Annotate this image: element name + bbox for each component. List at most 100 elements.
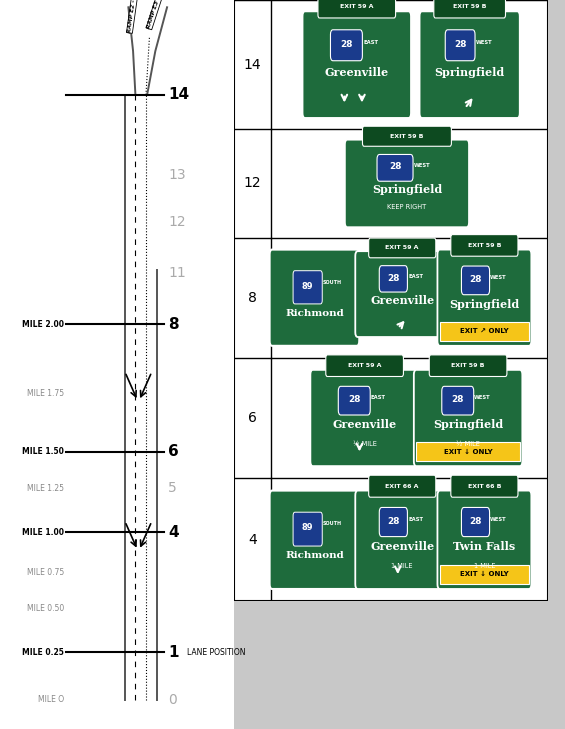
Text: 5: 5	[168, 481, 177, 496]
FancyBboxPatch shape	[270, 249, 359, 346]
FancyBboxPatch shape	[429, 355, 507, 376]
Text: Springfield: Springfield	[372, 184, 442, 195]
Text: 12: 12	[244, 176, 262, 190]
Text: 28: 28	[470, 275, 482, 284]
Text: MILE 1.25: MILE 1.25	[27, 484, 64, 493]
Text: MILE 2.00: MILE 2.00	[22, 320, 64, 329]
Text: 28: 28	[387, 517, 399, 526]
Text: EXIT 59 A: EXIT 59 A	[385, 246, 419, 251]
FancyBboxPatch shape	[355, 252, 449, 337]
Text: EXIT 59 B: EXIT 59 B	[468, 243, 501, 248]
FancyBboxPatch shape	[445, 30, 475, 61]
Text: 28: 28	[387, 273, 399, 283]
Text: WEST: WEST	[490, 517, 507, 521]
Text: 13: 13	[168, 168, 186, 182]
Text: EXIT 59 A: EXIT 59 A	[340, 4, 373, 9]
Text: 89: 89	[302, 281, 314, 291]
Text: EAST: EAST	[408, 274, 423, 278]
Text: Greenville: Greenville	[333, 419, 397, 430]
Text: EXIT 59 B: EXIT 59 B	[451, 363, 485, 368]
Text: EAST: EAST	[371, 395, 386, 400]
Text: WEST: WEST	[476, 39, 492, 44]
FancyBboxPatch shape	[293, 512, 322, 546]
Text: RAMP E3 - RIGHT: RAMP E3 - RIGHT	[147, 0, 169, 29]
Bar	[440, 322, 529, 341]
FancyBboxPatch shape	[318, 0, 396, 18]
Text: 28: 28	[451, 395, 464, 404]
Text: EXIT 59 A: EXIT 59 A	[348, 363, 381, 368]
Text: EXIT ↓ ONLY: EXIT ↓ ONLY	[460, 572, 508, 577]
Text: 28: 28	[454, 39, 466, 49]
Text: SOUTH: SOUTH	[323, 521, 342, 526]
Text: 14: 14	[244, 58, 262, 71]
FancyBboxPatch shape	[326, 355, 403, 376]
Text: SOUTH: SOUTH	[323, 280, 342, 284]
Text: EXIT 59 B: EXIT 59 B	[390, 133, 424, 139]
Text: WEST: WEST	[475, 395, 491, 400]
Text: MILE 0.25: MILE 0.25	[22, 648, 64, 657]
Text: 0: 0	[168, 693, 177, 707]
FancyBboxPatch shape	[462, 266, 489, 295]
Text: 14: 14	[168, 87, 189, 102]
FancyBboxPatch shape	[379, 265, 407, 292]
Text: EXIT ↓ ONLY: EXIT ↓ ONLY	[444, 449, 493, 455]
FancyBboxPatch shape	[437, 249, 531, 346]
Text: 1 MILE: 1 MILE	[473, 564, 495, 569]
Text: 6: 6	[248, 411, 257, 425]
Text: Springfield: Springfield	[449, 299, 520, 310]
FancyBboxPatch shape	[302, 12, 411, 118]
Text: 8: 8	[248, 291, 257, 305]
Text: Springfield: Springfield	[434, 67, 505, 78]
Text: KEEP RIGHT: KEEP RIGHT	[388, 204, 427, 210]
Text: 28: 28	[389, 163, 401, 171]
Text: Twin Falls: Twin Falls	[453, 542, 515, 553]
Text: EXIT ↗ ONLY: EXIT ↗ ONLY	[460, 329, 508, 335]
FancyBboxPatch shape	[442, 386, 473, 415]
Text: MILE 1.00: MILE 1.00	[22, 528, 64, 537]
Text: 11: 11	[168, 266, 186, 281]
Text: Greenville: Greenville	[370, 295, 434, 305]
Text: 4: 4	[248, 533, 257, 547]
Text: 89: 89	[302, 523, 314, 532]
Text: Richmond: Richmond	[285, 309, 344, 318]
FancyBboxPatch shape	[369, 238, 436, 258]
FancyBboxPatch shape	[377, 155, 413, 182]
FancyBboxPatch shape	[310, 370, 419, 466]
Text: MILE 1.75: MILE 1.75	[27, 389, 64, 398]
FancyBboxPatch shape	[355, 491, 449, 589]
Text: 1 MILE: 1 MILE	[392, 564, 413, 569]
Text: MILE O: MILE O	[38, 695, 64, 704]
FancyBboxPatch shape	[369, 475, 436, 497]
Text: 28: 28	[348, 395, 360, 404]
Text: 28: 28	[470, 517, 482, 526]
Text: EXIT 59 B: EXIT 59 B	[453, 4, 486, 9]
FancyBboxPatch shape	[437, 491, 531, 589]
Text: MILE 0.50: MILE 0.50	[27, 604, 64, 613]
Text: 6: 6	[168, 445, 179, 459]
Text: ½ MILE: ½ MILE	[456, 441, 480, 447]
Bar	[416, 443, 520, 461]
Text: 12: 12	[168, 215, 186, 230]
Text: Richmond: Richmond	[285, 551, 344, 561]
Text: EXIT 66 B: EXIT 66 B	[468, 484, 501, 488]
FancyBboxPatch shape	[293, 270, 322, 304]
Text: MILE 1.50: MILE 1.50	[22, 448, 64, 456]
FancyBboxPatch shape	[434, 0, 506, 18]
Text: Greenville: Greenville	[325, 67, 389, 78]
Text: LANE POSITION: LANE POSITION	[187, 648, 246, 657]
Text: Greenville: Greenville	[370, 542, 434, 553]
Text: WEST: WEST	[414, 163, 431, 168]
Text: MILE 0.75: MILE 0.75	[27, 568, 64, 577]
FancyBboxPatch shape	[462, 507, 489, 537]
Text: EXIT 66 A: EXIT 66 A	[385, 484, 419, 488]
Text: 28: 28	[340, 39, 353, 49]
Text: 4: 4	[168, 525, 179, 539]
FancyBboxPatch shape	[451, 235, 518, 256]
FancyBboxPatch shape	[345, 140, 469, 227]
Bar	[440, 565, 529, 584]
Text: RAMP E2 - LEFT: RAMP E2 - LEFT	[127, 0, 139, 33]
FancyBboxPatch shape	[414, 370, 522, 466]
FancyBboxPatch shape	[379, 507, 407, 537]
FancyBboxPatch shape	[451, 475, 518, 497]
Text: Springfield: Springfield	[433, 419, 503, 430]
